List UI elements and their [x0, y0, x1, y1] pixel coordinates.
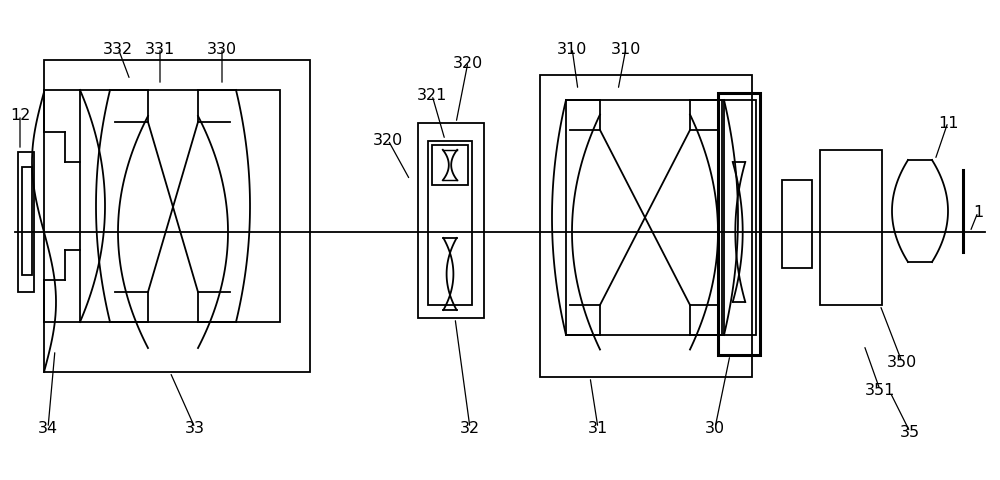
Bar — [418, 124, 484, 318]
Text: 11: 11 — [938, 115, 958, 130]
Bar — [820, 151, 882, 305]
Text: 310: 310 — [557, 41, 587, 56]
Text: 33: 33 — [185, 420, 205, 435]
Text: 321: 321 — [417, 88, 447, 103]
Bar — [566, 101, 724, 336]
Text: 34: 34 — [38, 420, 58, 435]
Text: 12: 12 — [10, 108, 30, 123]
Text: 320: 320 — [453, 55, 483, 71]
Text: 1: 1 — [973, 205, 983, 220]
Bar — [22, 168, 32, 276]
Text: 351: 351 — [865, 383, 895, 397]
Text: 35: 35 — [900, 425, 920, 440]
Bar — [432, 146, 468, 186]
Text: 30: 30 — [705, 420, 725, 435]
Bar — [428, 142, 472, 305]
Text: 310: 310 — [611, 41, 641, 56]
Text: 32: 32 — [460, 420, 480, 435]
Text: 31: 31 — [588, 420, 608, 435]
Bar — [722, 101, 756, 336]
Bar — [540, 76, 752, 377]
Bar — [44, 61, 310, 372]
Text: 320: 320 — [373, 133, 403, 148]
Text: 332: 332 — [103, 41, 133, 56]
Bar — [718, 94, 760, 355]
Bar — [18, 153, 34, 292]
Text: 330: 330 — [207, 41, 237, 56]
Bar — [782, 180, 812, 268]
Text: 331: 331 — [145, 41, 175, 56]
Bar — [80, 91, 280, 323]
Text: 350: 350 — [887, 355, 917, 370]
